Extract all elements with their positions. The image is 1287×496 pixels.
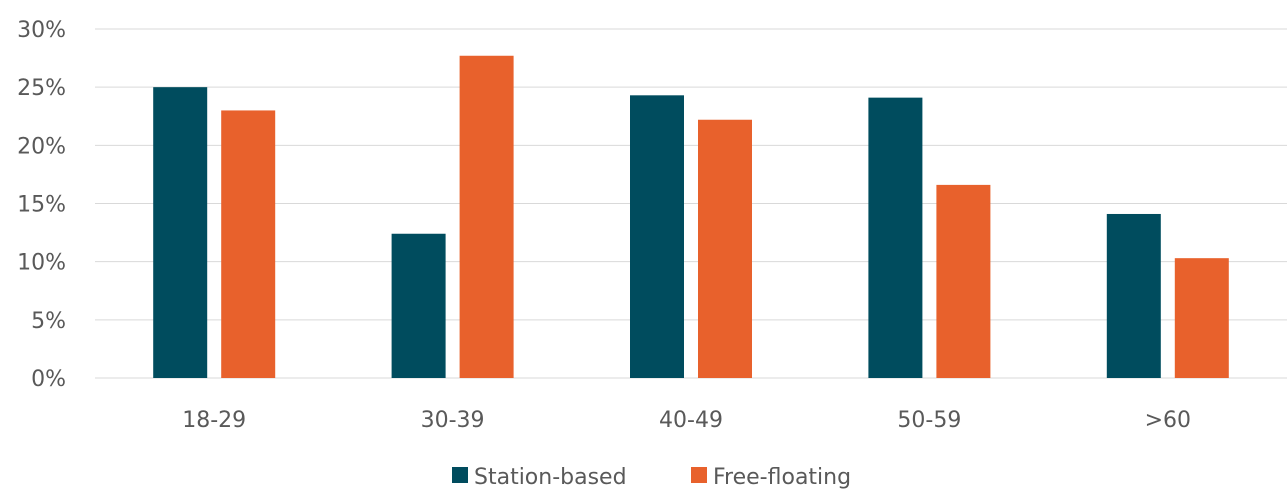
bar-station-based <box>391 233 446 378</box>
y-tick-label: 5% <box>31 309 66 334</box>
x-tick-label: 30-39 <box>421 408 485 433</box>
legend-label: Free-floating <box>713 465 851 490</box>
legend-swatch <box>691 467 707 483</box>
bar-station-based <box>153 87 208 379</box>
bar-free-floating <box>936 184 991 378</box>
bar-free-floating <box>221 110 276 378</box>
y-axis: 0% 5% 10% 15% 20% 25% 30% <box>17 18 66 392</box>
gridlines <box>95 28 1287 379</box>
bar-station-based <box>1106 213 1161 378</box>
bar-station-based <box>630 95 684 378</box>
bar-free-floating <box>698 119 752 379</box>
y-tick-label: 0% <box>31 367 66 392</box>
y-tick-label: 10% <box>17 251 66 276</box>
legend: Station-based Free-floating <box>452 465 851 490</box>
y-tick-label: 20% <box>17 134 66 159</box>
bar-free-floating <box>459 55 514 379</box>
y-tick-label: 30% <box>17 18 66 43</box>
legend-label: Station-based <box>474 465 627 490</box>
x-axis: 18-29 30-39 40-49 50-59 >60 <box>182 408 1191 433</box>
legend-swatch <box>452 467 468 483</box>
x-tick-label: 40-49 <box>659 408 723 433</box>
y-tick-label: 25% <box>17 76 66 101</box>
x-tick-label: 50-59 <box>897 408 961 433</box>
bars <box>153 55 1229 379</box>
x-tick-label: 18-29 <box>182 408 246 433</box>
bar-free-floating <box>1174 258 1229 378</box>
bar-station-based <box>868 97 923 379</box>
x-tick-label: >60 <box>1145 408 1191 433</box>
y-tick-label: 15% <box>17 193 66 218</box>
